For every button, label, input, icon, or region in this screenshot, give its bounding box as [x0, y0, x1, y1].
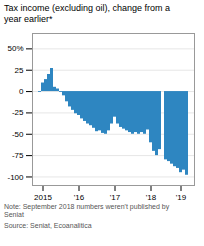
svg-text:50%: 50% — [7, 44, 23, 53]
svg-text:2015: 2015 — [34, 193, 52, 202]
svg-text:'16: '16 — [74, 193, 85, 202]
svg-text:'19: '19 — [176, 193, 187, 202]
svg-text:25: 25 — [15, 65, 24, 74]
svg-text:-50: -50 — [12, 129, 24, 138]
svg-text:'18: '18 — [146, 193, 157, 202]
svg-text:-100: -100 — [7, 172, 24, 181]
svg-text:'17: '17 — [110, 193, 121, 202]
html-text:Source: Seniat, Ecoanalitica: Source: Seniat, Ecoanalitica — [4, 222, 92, 230]
svg-text:-25: -25 — [12, 108, 24, 117]
html-text:Note: September 2018 numbers w: Note: September 2018 numbers weren't pub… — [4, 202, 170, 219]
svg-text:0: 0 — [19, 87, 24, 96]
svg-text:-75: -75 — [12, 151, 24, 160]
html-text:Tax income (excluding oil), ch: Tax income (excluding oil), change from … — [4, 3, 171, 24]
